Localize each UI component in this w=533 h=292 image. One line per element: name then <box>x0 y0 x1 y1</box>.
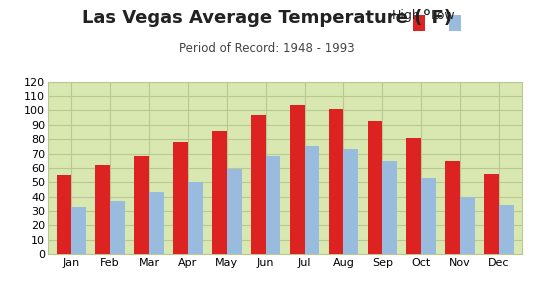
Bar <box>421 178 436 254</box>
Bar <box>368 121 382 254</box>
Bar <box>290 105 304 254</box>
Bar <box>227 169 241 254</box>
Bar <box>95 165 110 254</box>
Bar <box>110 201 125 254</box>
Bar <box>149 192 164 254</box>
Bar <box>266 157 280 254</box>
Bar <box>134 157 149 254</box>
Bar <box>71 207 86 254</box>
Bar <box>188 182 203 254</box>
Bar <box>382 161 397 254</box>
Bar <box>56 175 71 254</box>
Bar <box>329 109 343 254</box>
Text: Low: Low <box>431 9 455 22</box>
Bar <box>173 142 188 254</box>
Bar <box>484 174 499 254</box>
Text: Las Vegas Average Temperature (°F): Las Vegas Average Temperature (°F) <box>82 9 451 27</box>
Bar <box>446 161 460 254</box>
Bar <box>251 115 266 254</box>
Bar <box>212 131 227 254</box>
Bar <box>343 149 358 254</box>
Text: Period of Record: 1948 - 1993: Period of Record: 1948 - 1993 <box>179 42 354 55</box>
Bar <box>304 146 319 254</box>
Bar <box>499 205 514 254</box>
Bar <box>460 197 475 254</box>
Bar <box>407 138 421 254</box>
Text: High: High <box>392 9 421 22</box>
